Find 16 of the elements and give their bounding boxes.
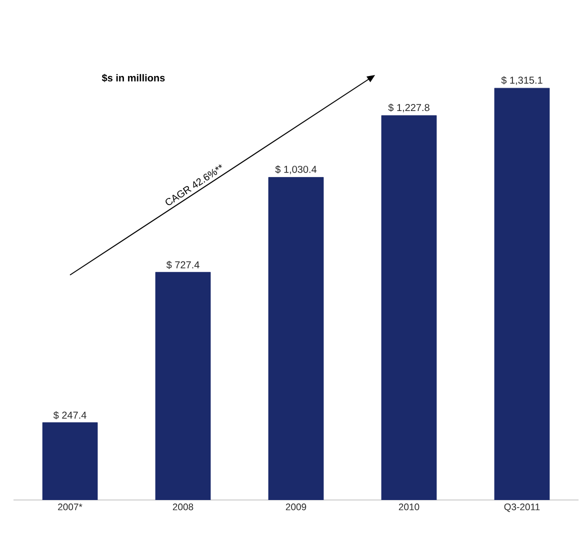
bar [494,88,550,500]
data-label: $ 1,227.8 [388,104,430,112]
bar [268,177,324,500]
x-tick-label: 2008 [172,504,194,510]
x-tick-label: 2007* [58,504,82,510]
data-label: $ 727.4 [166,260,200,269]
text: $s in millions [102,74,165,82]
data-label: $ 1,315.1 [501,76,542,85]
x-tick-label: 2009 [286,504,306,510]
data-label: $ 247.4 [53,411,86,420]
x-tick-label: Q3-2011 [504,504,540,512]
data-label: $ 1,030.4 [275,165,317,174]
bar [42,422,98,500]
bar [381,115,437,500]
x-tick-label: 2010 [398,504,420,510]
bar [155,272,211,500]
